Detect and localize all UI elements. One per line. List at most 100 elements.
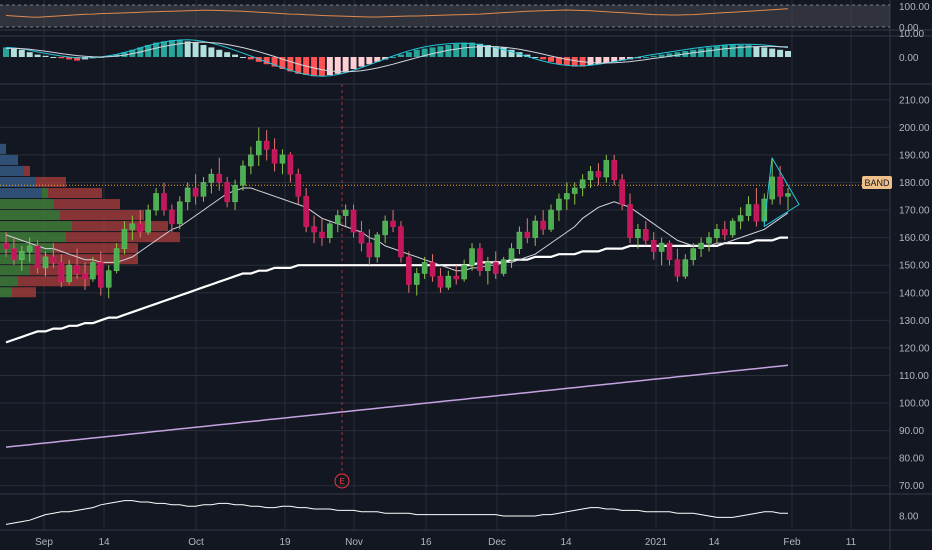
- macd-histogram-bar: [58, 57, 65, 59]
- volume-line: [5, 500, 788, 525]
- band-price-label[interactable]: BAND: [862, 176, 892, 189]
- price-tick-label: 200.00: [899, 123, 930, 134]
- volume-profile-down-bar: [36, 176, 66, 187]
- candle-body: [50, 256, 57, 263]
- macd-histogram-bar: [342, 57, 349, 72]
- candle-body: [58, 262, 65, 283]
- volume-profile-va-bar: [0, 210, 42, 220]
- price-tick-label: 180.00: [899, 178, 930, 189]
- rsi-tick-label: 0.00: [899, 23, 919, 34]
- price-tick-label: 110.00: [899, 371, 929, 382]
- rsi-band: [0, 5, 890, 27]
- candle-body: [224, 182, 230, 203]
- volume-profile-up-bar: [0, 199, 54, 210]
- candle-body: [216, 173, 223, 183]
- candle-body: [271, 149, 278, 164]
- volume-profile-down-bar: [60, 210, 144, 221]
- candle-body: [184, 187, 191, 203]
- price-tick-label: 100.00: [899, 399, 930, 410]
- triangle-pattern: [763, 157, 800, 228]
- macd-histogram-bar: [713, 46, 720, 57]
- candle-body: [240, 165, 246, 186]
- macd-histogram-bar: [295, 57, 302, 74]
- candle-body: [540, 220, 546, 230]
- candle-body: [398, 226, 404, 258]
- candle-body: [169, 209, 175, 225]
- macd-histogram-bar: [453, 43, 460, 57]
- time-tick-label: Dec: [488, 537, 506, 548]
- macd-histogram-bar: [184, 41, 191, 57]
- price-axis: 70.00 80.00 90.00 100.00 110.00 120.00 130.00 1…: [899, 95, 930, 492]
- candle-body: [248, 154, 254, 167]
- candle-body: [753, 204, 760, 222]
- candle-body: [666, 242, 673, 260]
- candle-body: [587, 171, 594, 181]
- candle-body: [113, 248, 120, 272]
- macd-histogram-bar: [397, 54, 404, 57]
- price-tick-label: 150.00: [899, 261, 930, 272]
- macd-histogram-bar: [469, 42, 476, 57]
- candle-body: [97, 262, 104, 288]
- sma-short-line: [5, 187, 789, 272]
- rsi-tick-label: 100.00: [899, 2, 930, 13]
- candle-body: [137, 223, 144, 233]
- candle-body: [26, 245, 33, 252]
- macd-histogram-bar: [603, 57, 610, 63]
- candle-body: [406, 256, 412, 285]
- candle-body: [366, 242, 373, 258]
- macd-histogram-bar: [390, 57, 397, 58]
- volume-profile-down-bar: [54, 199, 120, 210]
- volume-profile-va-bar: [0, 265, 30, 275]
- volume-profile-down-bar: [48, 188, 102, 199]
- candle-body: [516, 231, 523, 249]
- macd-histogram-bar: [666, 53, 673, 57]
- time-tick-label: Feb: [783, 537, 801, 548]
- volume-profile-up-bar: [0, 287, 12, 298]
- macd-histogram-bar: [279, 57, 286, 69]
- candle-body: [382, 220, 388, 236]
- candle-body: [255, 140, 262, 156]
- volume-pane: 8.00: [5, 500, 919, 525]
- earnings-circle: [334, 473, 350, 489]
- macd-line: [5, 39, 789, 77]
- macd-histogram-bar: [366, 57, 373, 65]
- time-tick-label: 2021: [645, 537, 668, 548]
- macd-histogram-bar: [334, 57, 341, 74]
- time-tick-label: 16: [420, 537, 432, 548]
- candle-body: [429, 262, 436, 277]
- candle-body: [390, 220, 396, 227]
- earnings-marker[interactable]: E: [334, 473, 350, 489]
- macd-histogram-bar: [587, 57, 594, 66]
- candle-body: [611, 160, 618, 181]
- candle-body: [192, 187, 199, 197]
- candle-body: [485, 262, 491, 272]
- price-pane: [0, 84, 890, 474]
- macd-histogram-bar: [200, 45, 207, 57]
- volume-profile-va-bar: [0, 221, 42, 231]
- macd-histogram-bar: [753, 46, 760, 57]
- macd-histogram-bar: [777, 49, 784, 57]
- macd-histogram-bar: [484, 45, 491, 57]
- macd-signal-line: [6, 41, 789, 73]
- candle-body: [437, 275, 444, 288]
- macd-histogram-bar: [247, 57, 254, 60]
- candle-body: [643, 229, 649, 241]
- candle-body: [508, 248, 515, 260]
- macd-histogram-bar: [729, 45, 736, 57]
- candle-body: [706, 237, 712, 244]
- candle-body: [129, 223, 136, 230]
- candle-body: [200, 182, 207, 197]
- time-tick-label: 11: [846, 537, 857, 548]
- candle-body: [3, 242, 9, 249]
- candle-body: [327, 223, 333, 238]
- macd-pane: 10.00 0.00: [3, 29, 924, 77]
- candle-body: [500, 259, 507, 274]
- candle-body: [445, 275, 452, 288]
- macd-histogram-bar: [611, 57, 618, 62]
- candle-body: [176, 201, 183, 225]
- candle-body: [658, 242, 665, 252]
- candle-body: [682, 259, 689, 277]
- macd-histogram-bar: [287, 57, 294, 72]
- volume-profile-down-bar: [18, 276, 90, 287]
